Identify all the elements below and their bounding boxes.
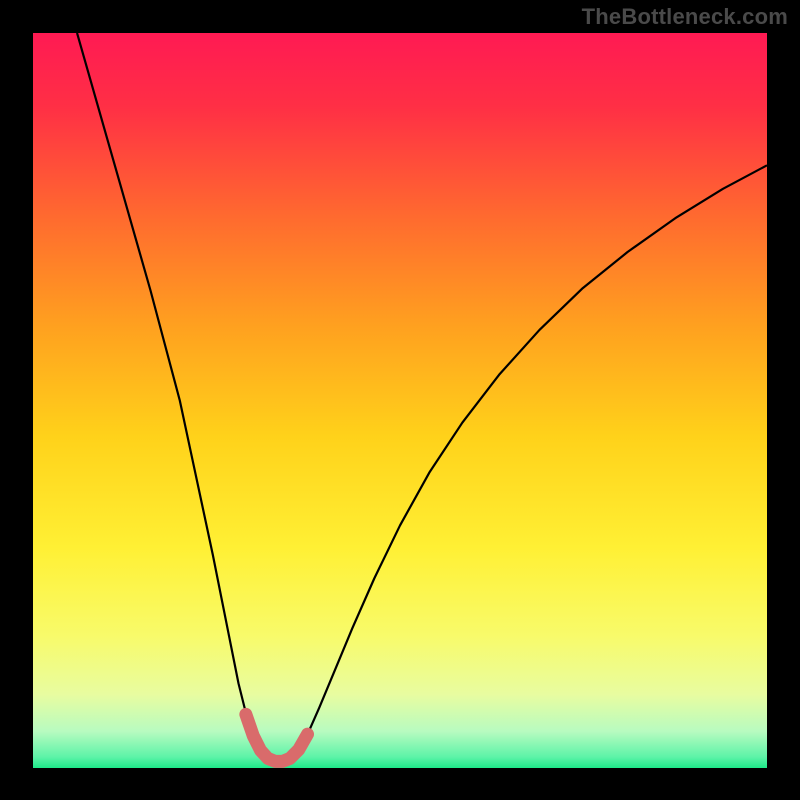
watermark-text: TheBottleneck.com (582, 4, 788, 30)
plot-area (33, 33, 767, 768)
v-curve-main (77, 33, 767, 762)
curve-layer (33, 33, 767, 768)
v-curve-highlight (246, 714, 308, 761)
